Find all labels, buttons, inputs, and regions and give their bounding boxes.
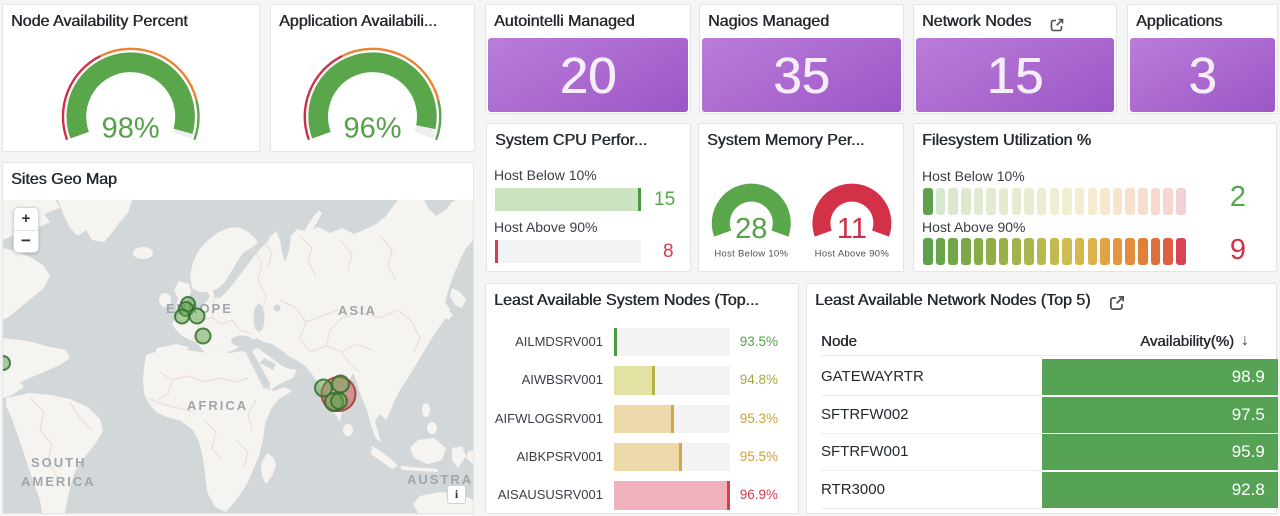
svg-text:98%: 98% (102, 112, 160, 144)
svg-text:Host Below 10%: Host Below 10% (714, 249, 788, 260)
svg-text:SOUTH: SOUTH (31, 455, 87, 470)
svg-text:96%: 96% (343, 112, 401, 144)
svg-text:11: 11 (837, 213, 867, 245)
svg-text:AFRICA: AFRICA (187, 398, 248, 413)
svg-text:AUSTRALI: AUSTRALI (407, 472, 473, 487)
svg-text:Host Above 90%: Host Above 90% (815, 249, 890, 260)
svg-text:28: 28 (735, 213, 767, 245)
svg-text:ASIA: ASIA (338, 303, 377, 318)
svg-text:AMERICA: AMERICA (21, 474, 96, 489)
